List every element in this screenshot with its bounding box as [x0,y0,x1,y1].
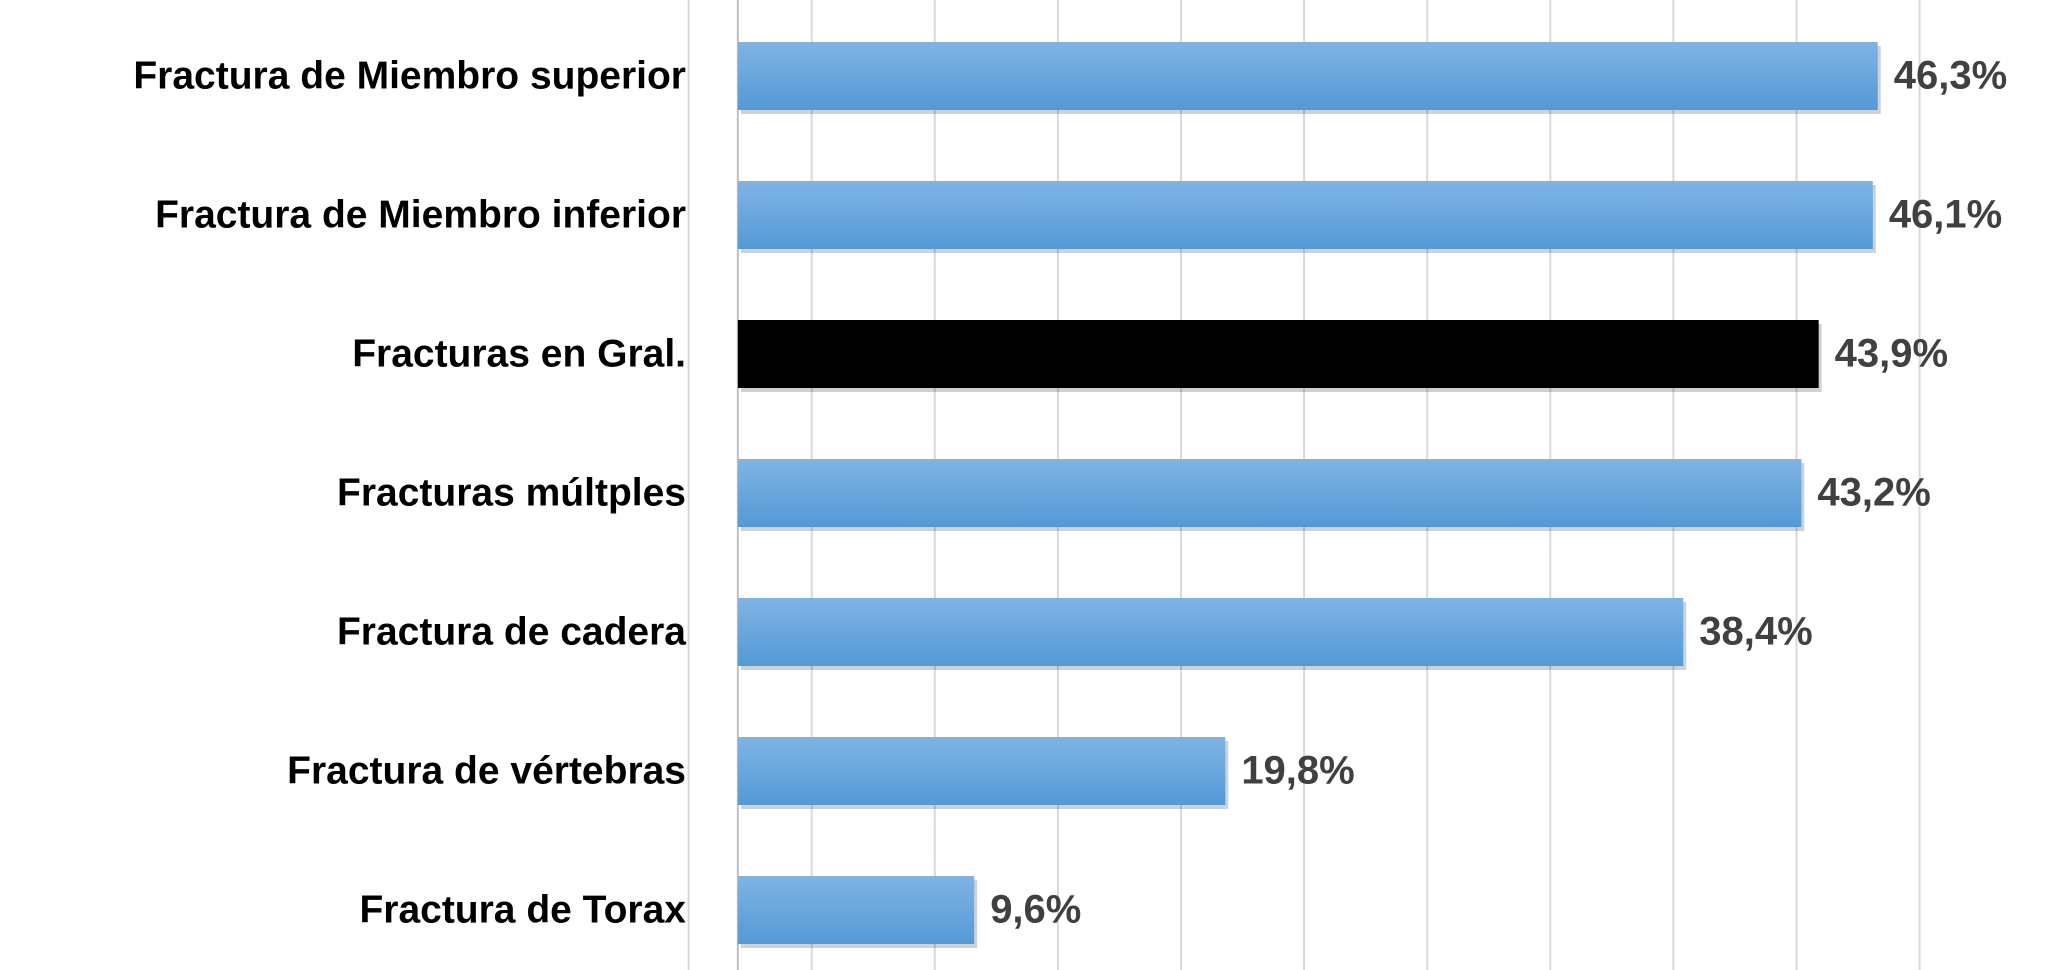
y-tick-label: Fractura de cadera [337,610,686,653]
value-label: 43,9% [1835,332,1948,376]
value-label: 9,6% [990,888,1081,932]
y-tick-label: Fractura de vértebras [287,749,686,792]
bar [737,181,1873,249]
value-label: 46,3% [1894,54,2007,98]
y-tick-label: Fractura de Miembro superior [133,54,686,97]
bar [737,876,975,944]
value-label: 46,1% [1889,193,2002,237]
bar [737,737,1226,805]
value-label: 19,8% [1241,749,1354,793]
bar [737,42,1878,110]
bar [737,459,1802,527]
bar [737,598,1684,666]
y-tick-label: Fractura de Miembro inferior [155,193,686,236]
value-label: 38,4% [1699,610,1812,654]
value-label: 43,2% [1817,471,1930,515]
bar [737,320,1819,388]
y-tick-label: Fracturas en Gral. [352,332,686,375]
y-tick-label: Fractura de Torax [359,888,686,931]
y-tick-label: Fracturas múltples [337,471,686,514]
